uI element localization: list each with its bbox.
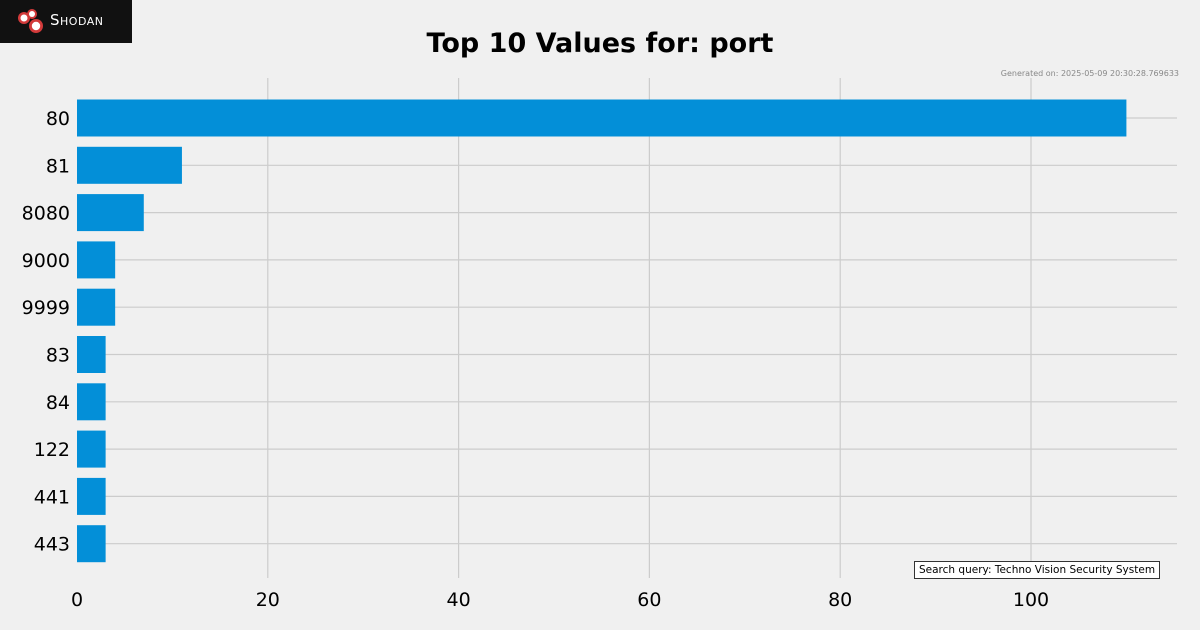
search-query-box: Search query: Techno Vision Security Sys… <box>914 561 1161 579</box>
bar-84 <box>77 383 106 421</box>
bar-8080 <box>77 194 144 232</box>
x-tick-label: 60 <box>637 589 661 611</box>
x-tick-label: 0 <box>71 589 83 611</box>
y-tick-label: 443 <box>34 534 70 556</box>
y-tick-label: 80 <box>46 108 70 130</box>
y-tick-label: 8080 <box>22 203 70 225</box>
grid-lines <box>77 78 1177 578</box>
bar-80 <box>77 99 1127 137</box>
bar-9999 <box>77 288 116 326</box>
y-tick-label: 122 <box>34 439 70 461</box>
x-tick-label: 40 <box>447 589 471 611</box>
shodan-logo[interactable]: Shodan <box>0 0 132 43</box>
bar-9000 <box>77 241 116 279</box>
y-tick-label: 84 <box>46 392 70 414</box>
generated-timestamp: Generated on: 2025-05-09 20:30:28.769633 <box>1000 69 1179 78</box>
bar-122 <box>77 430 106 468</box>
logo-text: Shodan <box>50 11 104 29</box>
y-tick-label: 9000 <box>22 250 70 272</box>
x-tick-label: 80 <box>828 589 852 611</box>
y-tick-label: 9999 <box>22 297 70 319</box>
shodan-logo-icon <box>18 9 43 33</box>
y-tick-label: 441 <box>34 486 70 508</box>
bar-81 <box>77 146 182 184</box>
bar-443 <box>77 525 106 563</box>
y-tick-label: 81 <box>46 155 70 177</box>
x-tick-label: 100 <box>1013 589 1049 611</box>
x-tick-label: 20 <box>256 589 280 611</box>
y-tick-label: 83 <box>46 345 70 367</box>
chart-title: Top 10 Values for: port <box>426 28 774 59</box>
axis-labels: 0 20 40 60 80 100 80 81 8080 9000 9999 83 84 122 441 44… <box>22 108 1049 611</box>
bar-83 <box>77 336 106 373</box>
bars <box>77 99 1127 563</box>
bar-441 <box>77 477 106 515</box>
